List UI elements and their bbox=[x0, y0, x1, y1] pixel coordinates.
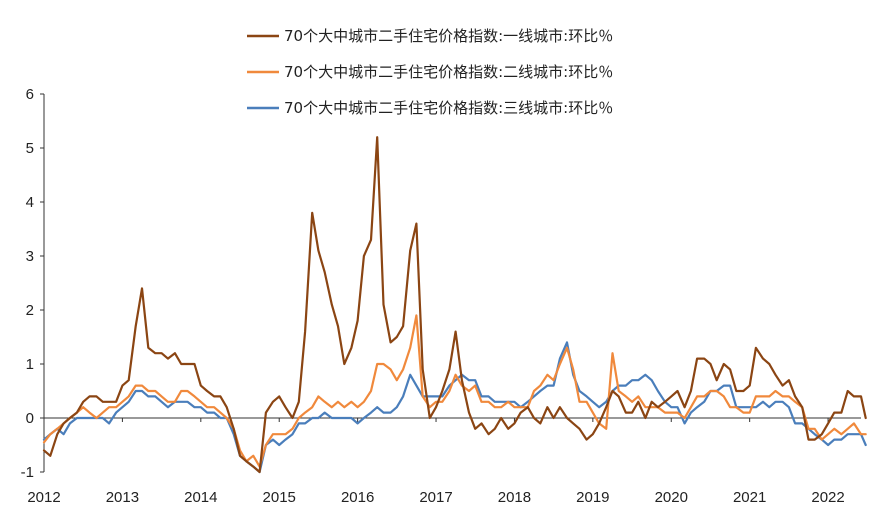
x-tick-label: 2016 bbox=[341, 489, 374, 506]
x-axis: 2012 2013 2014 2015 2016 2017 2018 2019 2020 2021… bbox=[27, 417, 861, 506]
y-tick-label: 0 bbox=[26, 410, 34, 427]
x-tick-label: 2015 bbox=[263, 489, 296, 506]
y-tick-label: 4 bbox=[26, 194, 34, 211]
series-layer bbox=[42, 136, 867, 474]
series-tier1-line bbox=[42, 136, 867, 474]
x-tick-label: 2017 bbox=[419, 489, 452, 506]
y-tick-label: 2 bbox=[26, 302, 34, 319]
x-tick-label: 2020 bbox=[655, 489, 688, 506]
legend: 70个大中城市二手住宅价格指数:一线城市:环比％ 70个大中城市二手住宅价格指数… bbox=[247, 27, 613, 117]
legend-item-tier2: 70个大中城市二手住宅价格指数:二线城市:环比％ bbox=[247, 63, 613, 81]
y-tick-label: -1 bbox=[21, 464, 34, 481]
legend-label-tier3: 70个大中城市二手住宅价格指数:三线城市:环比％ bbox=[284, 99, 613, 117]
x-tick-label: 2014 bbox=[184, 489, 217, 506]
series-tier3-line bbox=[42, 341, 867, 474]
x-tick-label: 2021 bbox=[733, 489, 766, 506]
x-tick-label: 2013 bbox=[106, 489, 139, 506]
y-tick-label: 3 bbox=[26, 248, 34, 265]
legend-item-tier1: 70个大中城市二手住宅价格指数:一线城市:环比％ bbox=[247, 27, 613, 45]
legend-label-tier2: 70个大中城市二手住宅价格指数:二线城市:环比％ bbox=[284, 63, 613, 81]
x-tick-label: 2019 bbox=[576, 489, 609, 506]
y-tick-label: 5 bbox=[26, 140, 34, 157]
y-tick-label: 1 bbox=[26, 356, 34, 373]
y-tick-label: 6 bbox=[26, 86, 34, 103]
series-tier2-line bbox=[42, 314, 867, 468]
legend-item-tier3: 70个大中城市二手住宅价格指数:三线城市:环比％ bbox=[247, 99, 613, 117]
x-tick-label: 2018 bbox=[498, 489, 531, 506]
x-tick-label: 2012 bbox=[27, 489, 60, 506]
y-axis: 6 5 4 3 2 1 0 -1 bbox=[21, 86, 45, 481]
legend-label-tier1: 70个大中城市二手住宅价格指数:一线城市:环比％ bbox=[284, 27, 613, 45]
x-tick-label: 2022 bbox=[811, 489, 844, 506]
